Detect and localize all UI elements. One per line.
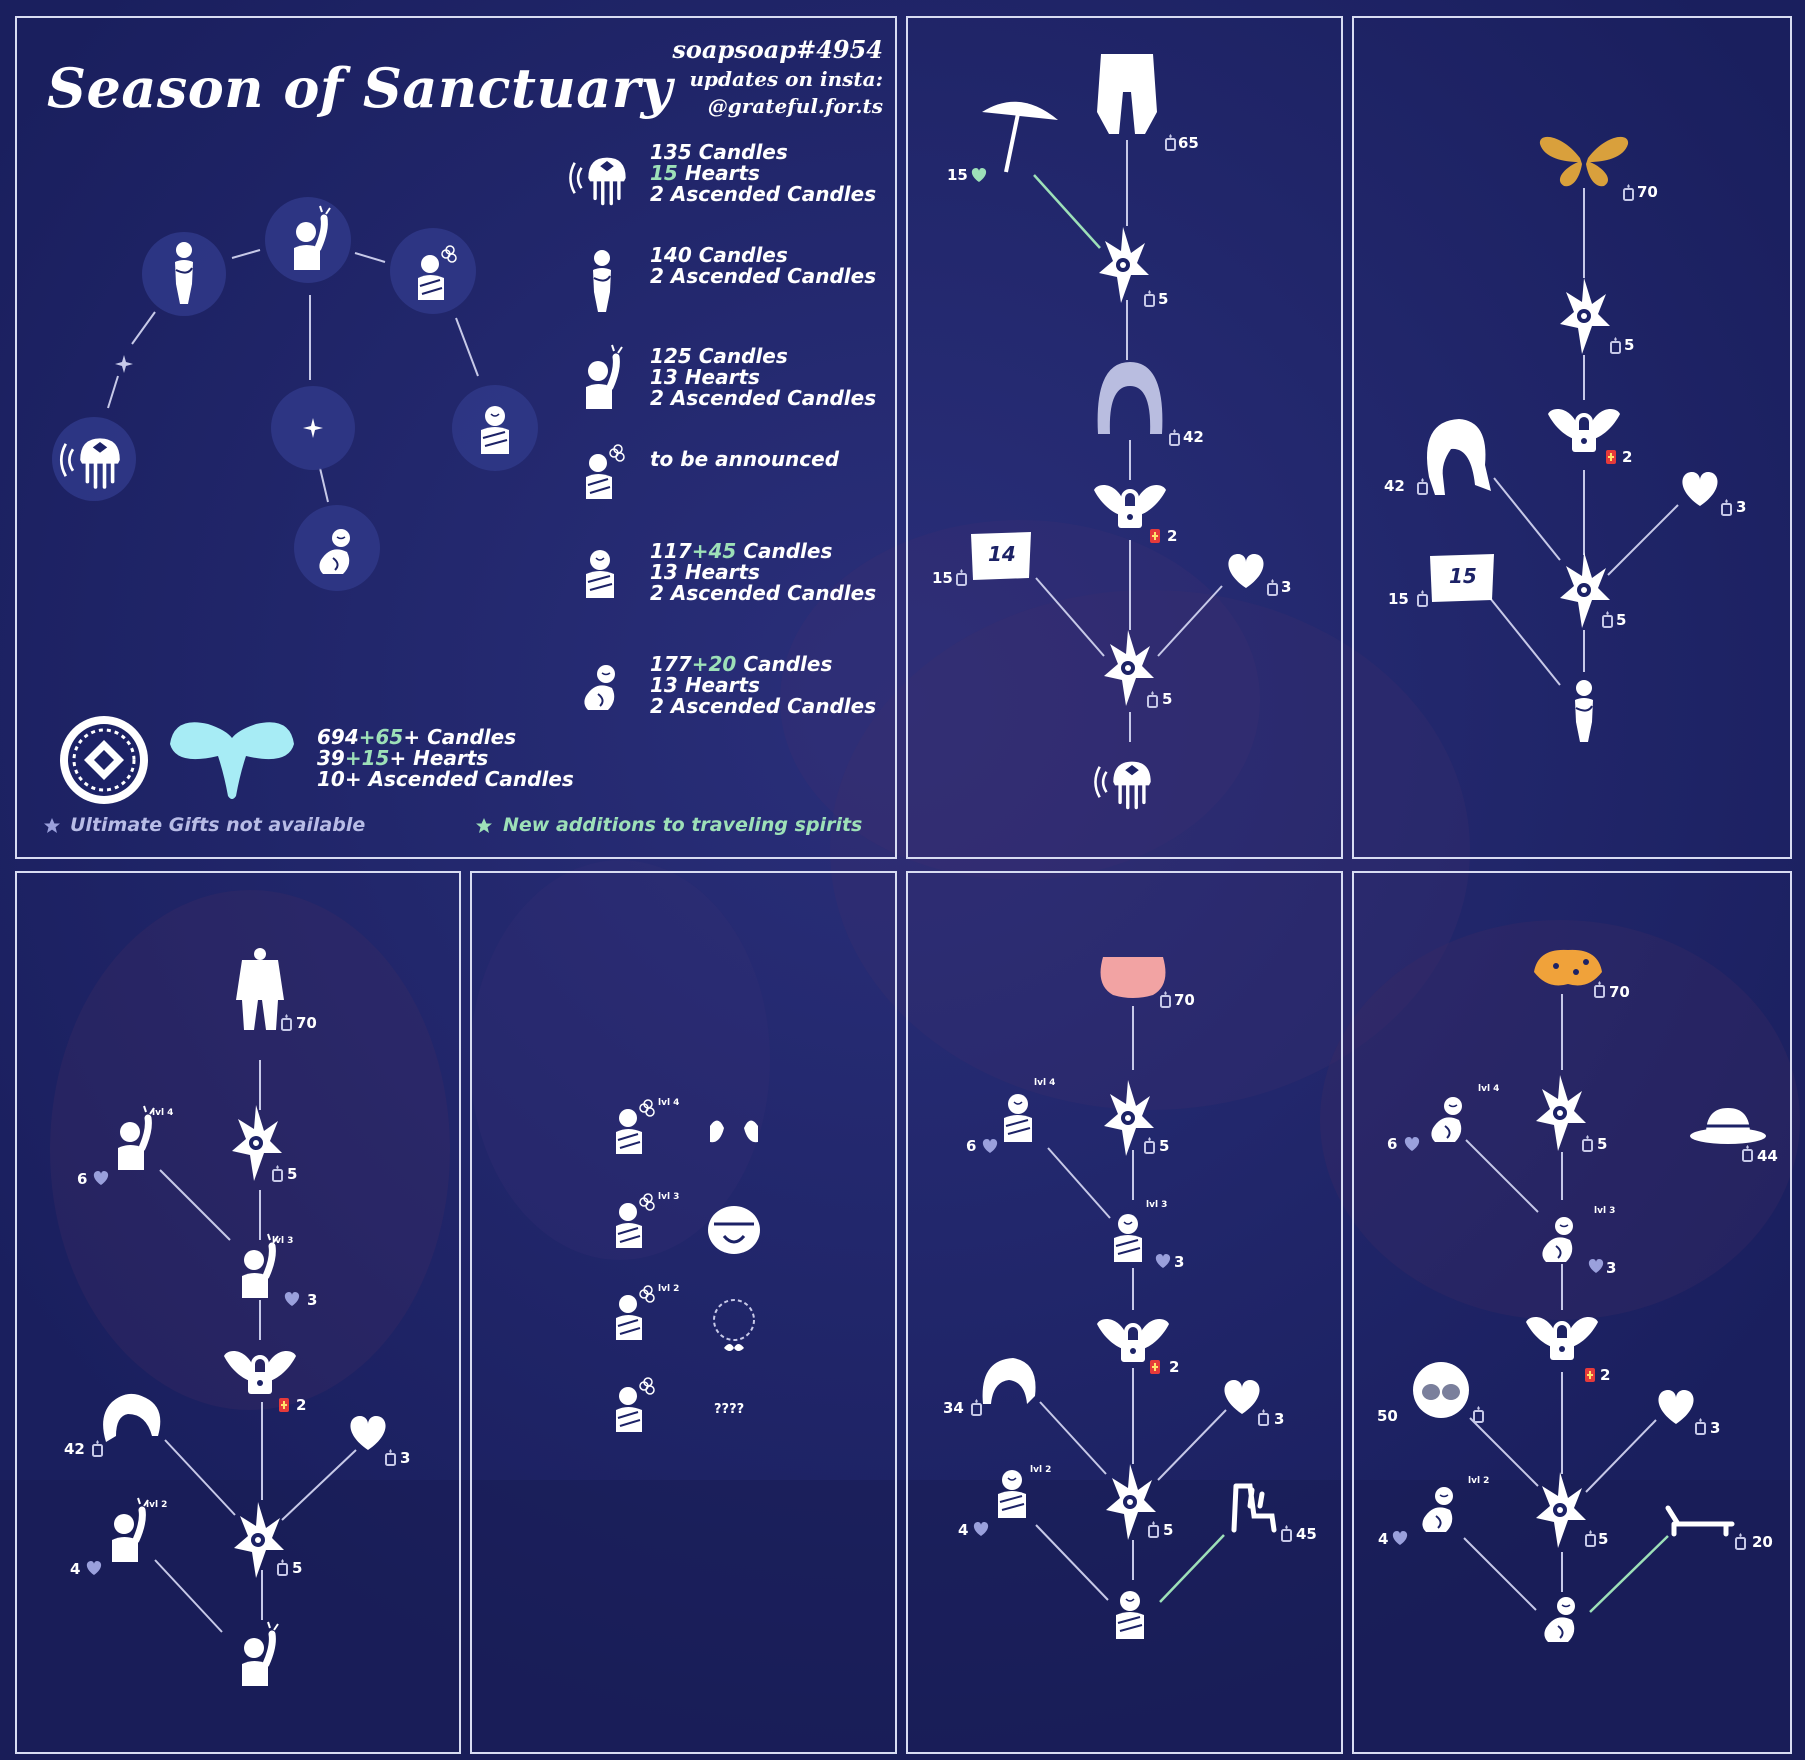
season-totals: 694+65+ Candles 39+15+ Hearts 10+ Ascend… — [317, 725, 574, 791]
tree-6-emote3-heart-cost: 3 — [1174, 1253, 1185, 1271]
tree-panel-7 — [1352, 871, 1792, 1754]
ultimate-gifts-note: Ultimate Gifts not available — [70, 814, 366, 836]
tree-6-level-4: lvl 4 — [1034, 1078, 1056, 1088]
tree-7-emote2-heart-cost: 4 — [1378, 1530, 1389, 1548]
cost-hug: 117+45 Candles 13 Hearts 2 Ascended Cand… — [650, 539, 877, 605]
tree-4-emote4-heart-cost: 6 — [77, 1170, 88, 1188]
sunglasses-cost: 50 — [1377, 1407, 1398, 1425]
curly-hair-cost: 42 — [64, 1440, 85, 1458]
tree-3-ticket-number: 15 — [1449, 564, 1477, 588]
orange-cape-cost: 70 — [1609, 983, 1630, 1001]
tree-6-emote2-heart-cost: 4 — [958, 1521, 969, 1539]
tree-7-wing-cost: 2 — [1600, 1366, 1611, 1384]
tree-4-level-2: lvl 2 — [146, 1500, 168, 1510]
hood-cost: 42 — [1183, 428, 1204, 446]
tree-4-level-4: lvl 4 — [152, 1108, 174, 1118]
tree-6-heart-cost: 3 — [1274, 1410, 1285, 1428]
page-title: Season of Sanctuary — [47, 56, 673, 120]
cost-bow: 177+20 Candles 13 Hearts 2 Ascended Cand… — [650, 652, 877, 718]
new-additions-note: New additions to traveling spirits — [503, 814, 863, 836]
umbrella-heart-cost: 15 — [947, 166, 968, 184]
tree-6-emote4-heart-cost: 6 — [966, 1137, 977, 1155]
tree-7-star-b-cost: 5 — [1598, 1530, 1609, 1548]
tree-5-level-3: lvl 3 — [658, 1192, 680, 1202]
tree-3-ticket-cost: 15 — [1388, 590, 1409, 608]
tree-2-star-b-cost: 5 — [1162, 690, 1173, 708]
tree-4-heart-cost: 3 — [400, 1449, 411, 1467]
pink-skirt-cost: 70 — [1174, 991, 1195, 1009]
cost-cheer: 125 Candles 13 Hearts 2 Ascended Candles — [650, 344, 877, 410]
tree-7-emote3-heart-cost: 3 — [1606, 1259, 1617, 1277]
tree-4-emote3-heart-cost: 3 — [307, 1291, 318, 1309]
tree-panel-6 — [906, 871, 1343, 1754]
tree-3-star-a-cost: 5 — [1624, 336, 1635, 354]
tree-4-wing-cost: 2 — [296, 1396, 307, 1414]
tree-3-star-b-cost: 5 — [1616, 611, 1627, 629]
tree-7-level-3: lvl 3 — [1594, 1206, 1616, 1216]
tree-6-wing-cost: 2 — [1169, 1358, 1180, 1376]
overview-panel: Season of Sanctuary soapsoap#4954 update… — [15, 16, 897, 859]
tree-3-heart-cost: 3 — [1736, 498, 1747, 516]
tree-4-star-a-cost: 5 — [287, 1165, 298, 1183]
tree-5-level-4: lvl 4 — [658, 1098, 680, 1108]
butterfly-cost: 70 — [1637, 183, 1658, 201]
credit-insta: @grateful.for.ts — [707, 94, 883, 118]
tree-4-level-3: lvl 3 — [272, 1236, 294, 1246]
tree-4-star-b-cost: 5 — [292, 1559, 303, 1577]
braid-hair-cost: 42 — [1384, 477, 1405, 495]
tree-7-level-2: lvl 2 — [1468, 1476, 1490, 1486]
tree-2-star-a-cost: 5 — [1158, 290, 1169, 308]
tree-7-star-a-cost: 5 — [1597, 1135, 1608, 1153]
tree-6-star-a-cost: 5 — [1159, 1137, 1170, 1155]
credit-block: soapsoap#4954 updates on insta: @gratefu… — [672, 34, 883, 120]
short-hair-cost: 34 — [943, 1399, 964, 1417]
tree-panel-5 — [470, 871, 897, 1754]
tree-2-ticket-cost: 15 — [932, 569, 953, 587]
pants-cost: 65 — [1178, 134, 1199, 152]
tree-6-level-3: lvl 3 — [1146, 1200, 1168, 1210]
cost-person: 140 Candles 2 Ascended Candles — [650, 243, 877, 288]
tree-panel-2 — [906, 16, 1343, 859]
beach-chair-cost: 45 — [1296, 1525, 1317, 1543]
tree-2-wing-cost: 2 — [1167, 527, 1178, 545]
tree-6-level-2: lvl 2 — [1030, 1465, 1052, 1475]
tree-2-heart-cost: 3 — [1281, 578, 1292, 596]
cost-flower-hug: to be announced — [650, 447, 840, 471]
tree-2-ticket-number: 14 — [988, 542, 1016, 566]
tree-3-wing-cost: 2 — [1622, 448, 1633, 466]
tree-5-level-2: lvl 2 — [658, 1284, 680, 1294]
credit-line: updates on insta: — [689, 67, 883, 91]
tree-7-emote4-heart-cost: 6 — [1387, 1135, 1398, 1153]
tree-7-level-4: lvl 4 — [1478, 1084, 1500, 1094]
tree-6-star-b-cost: 5 — [1163, 1521, 1174, 1539]
sun-hat-cost: 44 — [1757, 1147, 1778, 1165]
tree-7-heart-cost: 3 — [1710, 1419, 1721, 1437]
lounger-cost: 20 — [1752, 1533, 1773, 1551]
tree-4-emote2-heart-cost: 4 — [70, 1560, 81, 1578]
tree-5-unknown-item: ???? — [714, 1402, 745, 1417]
cost-jellyfish: 135 Candles 15 Hearts 2 Ascended Candles — [650, 140, 877, 206]
outfit-cost: 70 — [296, 1014, 317, 1032]
tree-panel-3 — [1352, 16, 1792, 859]
credit-handle: soapsoap#4954 — [672, 35, 883, 64]
tree-panel-4 — [15, 871, 461, 1754]
